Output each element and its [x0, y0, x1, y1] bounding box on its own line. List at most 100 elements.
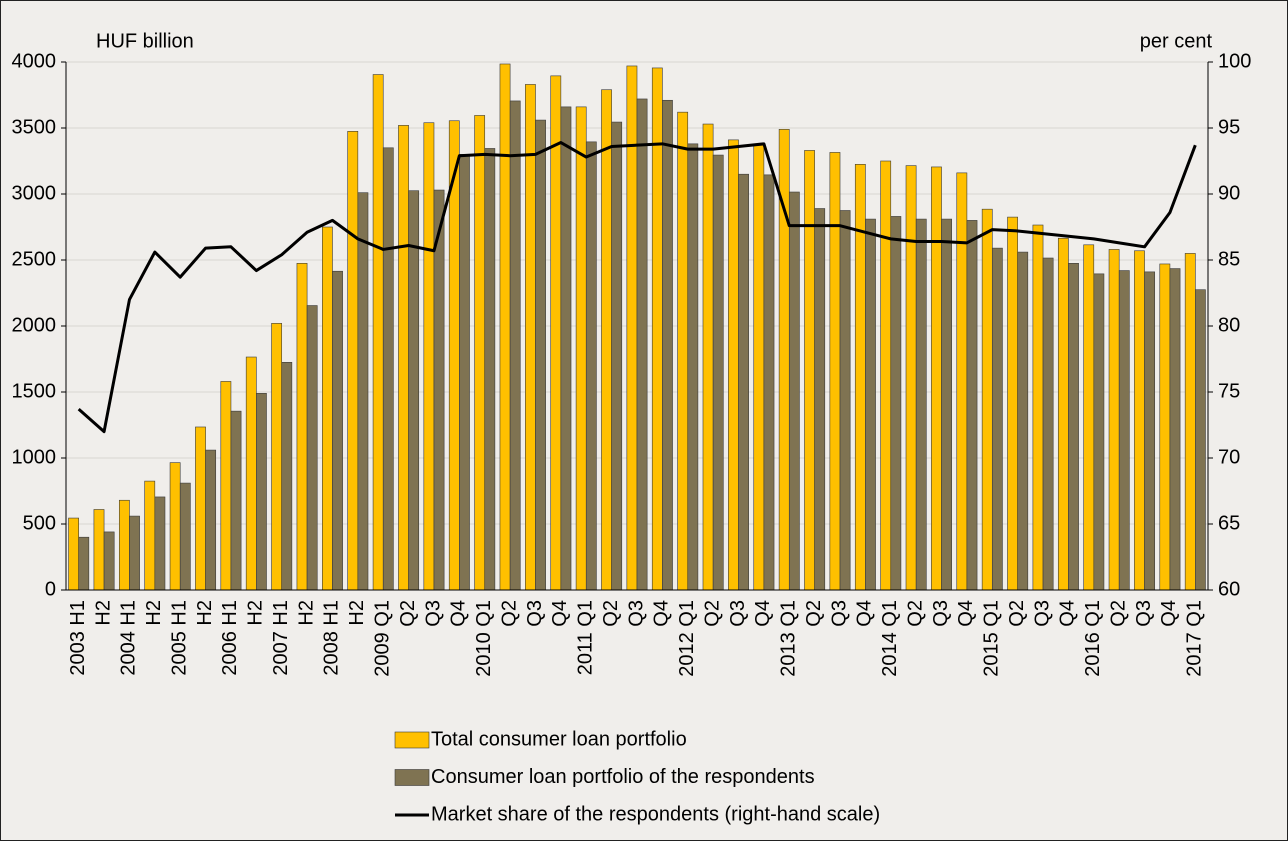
bar	[129, 515, 140, 591]
x-tick-label: Q3	[930, 600, 952, 627]
x-tick-label: H2	[245, 600, 267, 626]
bar	[459, 154, 470, 591]
bar	[195, 426, 206, 591]
y2-tick-label: 75	[1218, 380, 1240, 402]
line	[77, 141, 1197, 434]
bar	[651, 67, 663, 591]
bar	[956, 172, 968, 591]
bar	[245, 356, 257, 591]
x-tick-label: Q4	[651, 600, 673, 627]
y-tick-label: 3500	[12, 116, 57, 138]
x-tick-label: Q3	[524, 600, 546, 627]
x-tick-label: H2	[346, 600, 368, 626]
bar	[306, 305, 318, 591]
bar	[256, 393, 267, 591]
bar	[1108, 249, 1120, 591]
bar	[281, 361, 293, 591]
bar	[169, 462, 181, 591]
bar	[68, 517, 79, 591]
bar	[702, 123, 714, 591]
x-tick-label: Q4	[448, 600, 470, 627]
y-tick-label: 4000	[12, 50, 57, 72]
bar	[1042, 257, 1054, 591]
bar	[1057, 237, 1069, 591]
legend-swatch	[394, 731, 430, 749]
x-tick-label: Q4	[955, 600, 977, 627]
x-tick-label: Q2	[904, 600, 926, 627]
bar	[865, 218, 876, 591]
y2-tick-label: 80	[1218, 314, 1240, 336]
bar	[535, 119, 546, 591]
x-tick-label: Q3	[1031, 600, 1053, 627]
y-axis-title: HUF billion	[96, 30, 194, 52]
bar	[1195, 289, 1206, 591]
y2-tick-label: 60	[1218, 578, 1240, 600]
bar	[357, 192, 369, 591]
bar	[372, 74, 384, 591]
bar	[1083, 244, 1095, 591]
x-tick-label: Q2	[600, 600, 622, 627]
x-tick-label: Q4	[752, 600, 774, 627]
bar	[499, 63, 511, 591]
bar	[905, 165, 917, 591]
x-tick-label: 2015 Q1	[981, 600, 1003, 677]
bar	[687, 143, 699, 591]
y-tick-label: 2500	[12, 248, 57, 270]
x-tick-label: 2007 H1	[270, 600, 292, 676]
x-tick-label: Q3	[422, 600, 444, 627]
x-tick-label: Q2	[498, 600, 520, 627]
bar	[474, 115, 486, 591]
bar	[332, 270, 343, 591]
y2-tick-label: 85	[1218, 248, 1240, 270]
bar	[1118, 270, 1130, 591]
bar	[1032, 224, 1044, 591]
bar	[753, 144, 765, 591]
legend-label: Consumer loan portfolio of the responden…	[431, 766, 815, 788]
x-tick-label: 2010 Q1	[473, 600, 495, 677]
y2-tick-label: 90	[1218, 182, 1240, 204]
x-tick-label: Q4	[1158, 600, 1180, 627]
x-tick-label: Q3	[828, 600, 850, 627]
bar	[484, 148, 496, 591]
bar	[941, 218, 952, 591]
x-tick-label: H2	[295, 600, 317, 626]
bar	[1017, 251, 1029, 591]
x-tick-label: 2005 H1	[168, 600, 190, 676]
y-tick-label: 1500	[12, 380, 57, 402]
y2-tick-label: 100	[1218, 50, 1251, 72]
x-tick-label: 2003 H1	[67, 600, 89, 676]
legend-label: Market share of the respondents (right-h…	[431, 803, 880, 825]
bar	[738, 173, 749, 591]
bar	[636, 98, 648, 591]
bar	[829, 152, 841, 591]
bar	[205, 449, 217, 591]
bar	[915, 218, 927, 591]
x-tick-label: 2017 Q1	[1184, 600, 1206, 677]
x-tick-label: Q2	[1006, 600, 1028, 627]
bar	[1184, 253, 1196, 591]
x-tick-label: 2009 Q1	[372, 600, 394, 677]
y2-tick-label: 65	[1218, 512, 1240, 534]
bar	[1159, 263, 1171, 591]
bar	[804, 150, 815, 591]
bar	[1169, 268, 1181, 591]
x-tick-label: 2004 H1	[118, 600, 140, 676]
x-tick-label: 2011 Q1	[575, 600, 597, 675]
bar	[788, 191, 800, 591]
y2-tick-label: 70	[1218, 446, 1240, 468]
x-tick-label: Q2	[803, 600, 825, 627]
bar	[585, 141, 597, 591]
bar	[408, 190, 420, 591]
x-tick-label: 2014 Q1	[879, 600, 901, 677]
y2-axis-title: per cent	[1140, 30, 1213, 52]
y-tick-label: 3000	[12, 182, 57, 204]
bar	[575, 106, 587, 591]
bar	[398, 125, 409, 591]
x-tick-label: Q2	[397, 600, 419, 627]
bar	[118, 499, 130, 591]
bar	[103, 531, 115, 591]
bar	[728, 139, 739, 591]
x-tick-label: Q2	[701, 600, 723, 627]
